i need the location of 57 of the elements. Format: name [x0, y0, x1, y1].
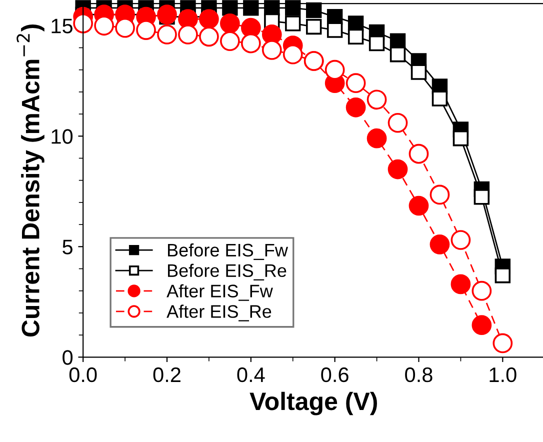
y-tick-label: 5	[62, 240, 72, 254]
point	[408, 144, 429, 164]
point	[366, 90, 387, 110]
y-tick-label: 15	[52, 18, 72, 34]
y-tick-label: 0	[62, 350, 73, 365]
point	[388, 159, 408, 180]
x-tick-label: 1.0	[490, 367, 516, 382]
point	[474, 189, 490, 205]
point	[115, 18, 135, 38]
point	[472, 280, 492, 301]
point	[452, 130, 469, 146]
point	[326, 22, 343, 38]
point	[262, 40, 282, 60]
point	[243, 0, 259, 16]
point	[94, 16, 114, 36]
point	[306, 18, 322, 35]
point	[346, 73, 366, 94]
point	[157, 24, 177, 44]
point	[390, 46, 406, 62]
point	[494, 268, 511, 284]
point	[346, 97, 366, 118]
x-tick-label: 0.0	[69, 367, 97, 382]
point	[157, 4, 177, 25]
x-tick-label: 0.2	[153, 367, 180, 382]
legend-label: Before EIS_Re	[168, 264, 286, 280]
point	[220, 13, 240, 34]
point	[306, 2, 322, 18]
point	[430, 184, 450, 205]
point	[324, 60, 345, 80]
x-axis-title: Voltage (V)	[250, 392, 377, 416]
point	[388, 112, 408, 133]
point	[348, 28, 364, 45]
point	[410, 64, 427, 80]
x-tick-label: 0.8	[405, 367, 432, 382]
legend-label: After EIS_Re	[166, 304, 272, 322]
point	[199, 9, 219, 29]
point	[472, 315, 492, 336]
point	[450, 274, 471, 294]
point	[136, 20, 156, 40]
x-tick-label: 0.6	[321, 367, 348, 382]
legend-label: After EIS_Fw	[166, 284, 273, 301]
point	[408, 196, 429, 216]
point	[73, 13, 94, 34]
point	[432, 90, 448, 106]
x-tick-label: 0.4	[237, 367, 265, 382]
point	[430, 234, 450, 254]
y-tick-label: 10	[52, 129, 73, 144]
point	[285, 16, 301, 32]
legend-label: Before EIS_Fw	[168, 243, 288, 260]
point	[368, 35, 385, 52]
point	[366, 128, 387, 148]
y-axis-title: Current Density (mAcm$^{−2}$)	[16, 24, 44, 337]
point	[240, 33, 261, 54]
point	[285, 0, 301, 16]
point	[178, 24, 198, 44]
point	[282, 44, 303, 64]
point	[450, 230, 471, 250]
